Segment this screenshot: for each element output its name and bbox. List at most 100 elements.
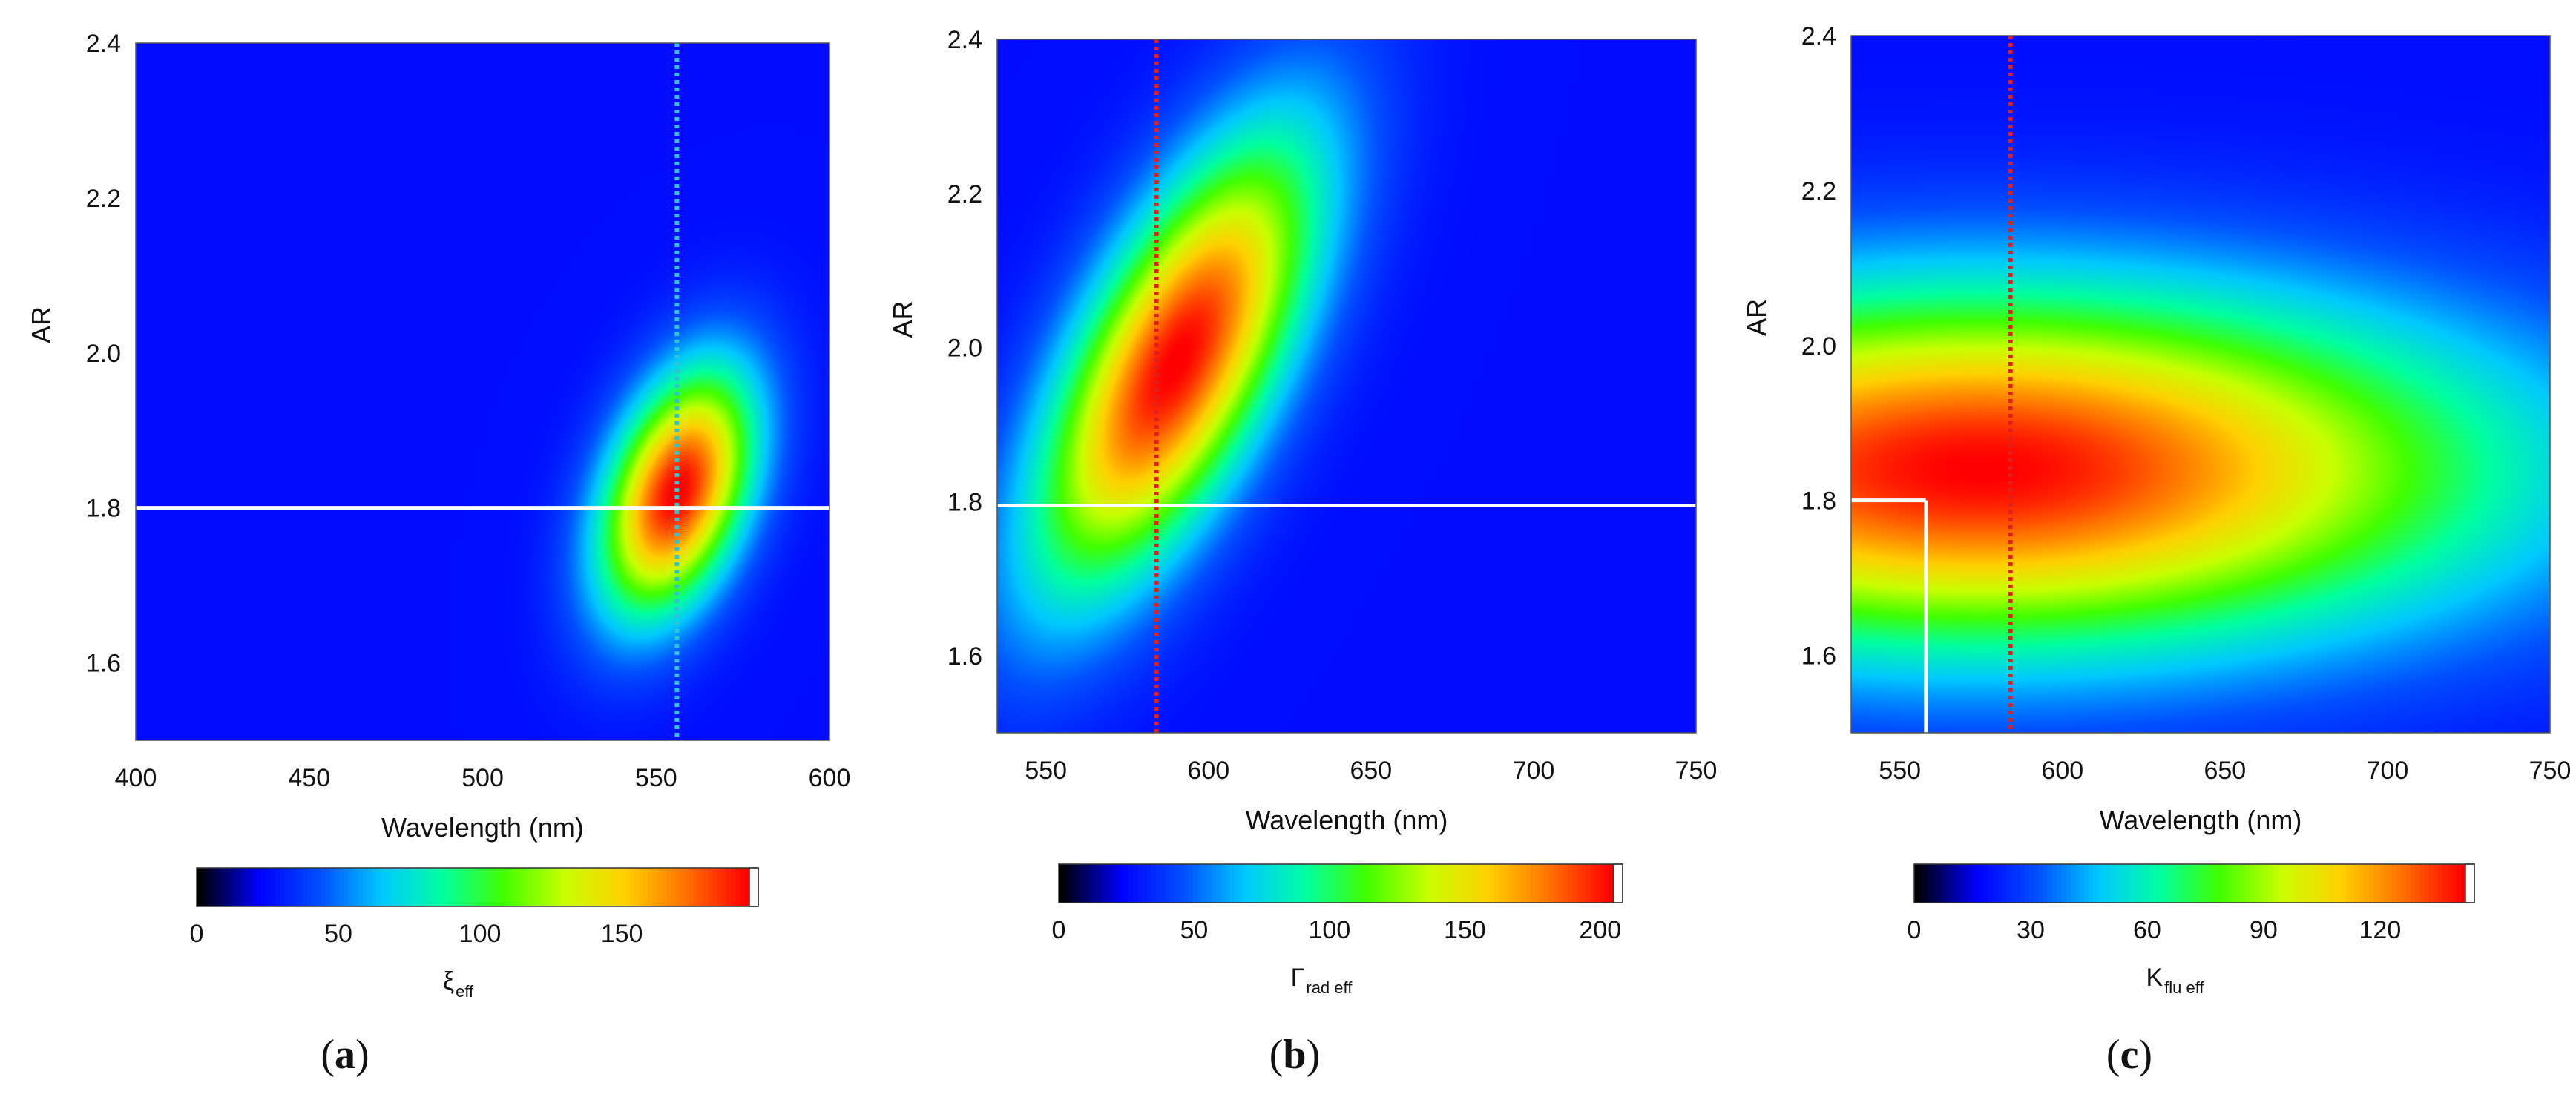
colorbar-swatch xyxy=(1308,864,1314,903)
colorbar-swatch xyxy=(2300,864,2306,903)
colorbar-swatch xyxy=(1378,864,1384,903)
colorbar-swatch xyxy=(330,868,336,906)
colorbar-swatch xyxy=(2125,864,2131,903)
colorbar-swatch xyxy=(1567,864,1573,903)
colorbar-tick-label: 100 xyxy=(1309,916,1351,944)
colorbar-swatch xyxy=(1387,864,1393,903)
y-tick-label: 2.2 xyxy=(1801,177,1836,205)
colorbar-swatch xyxy=(1160,864,1166,903)
x-tick-label: 550 xyxy=(1879,757,1921,785)
heatmap-image xyxy=(1851,36,2550,733)
colorbar-swatch xyxy=(505,868,510,906)
colorbar-swatch xyxy=(1919,864,1925,903)
colorbar-swatch xyxy=(579,868,585,906)
colorbar-tick-label: 150 xyxy=(1444,916,1486,944)
colorbar-swatch xyxy=(270,868,276,906)
colorbar-swatch xyxy=(394,868,400,906)
colorbar-tick-label: 0 xyxy=(1908,916,1922,944)
colorbar-swatch xyxy=(1923,864,1929,903)
colorbar-swatch xyxy=(2442,864,2448,903)
colorbar-swatch xyxy=(293,868,299,906)
colorbar-swatch xyxy=(565,868,571,906)
colorbar-swatch xyxy=(510,868,516,906)
colorbar-swatch xyxy=(2001,864,2007,903)
colorbar-swatch xyxy=(1077,864,1082,903)
colorbar-swatch xyxy=(2047,864,2053,903)
colorbar-swatch xyxy=(519,868,525,906)
colorbar-swatch xyxy=(2152,864,2158,903)
y-tick-label: 2.2 xyxy=(947,180,982,208)
colorbar-swatch xyxy=(2359,864,2365,903)
colorbar-swatch xyxy=(1091,864,1097,903)
colorbar-swatch xyxy=(1086,864,1092,903)
colorbar-swatch xyxy=(496,868,502,906)
colorbar-swatch xyxy=(2112,864,2117,903)
colorbar-swatch xyxy=(744,868,750,906)
colorbar-frame xyxy=(1058,863,1623,903)
colorbar-swatch xyxy=(1433,864,1439,903)
colorbar-swatch xyxy=(2332,864,2338,903)
colorbar-swatch xyxy=(1312,864,1318,903)
colorbar-swatch xyxy=(1169,864,1175,903)
colorbar-swatch xyxy=(445,868,451,906)
colorbar-swatch xyxy=(1571,864,1577,903)
colorbar-swatch xyxy=(431,868,437,906)
colorbar-swatch xyxy=(339,868,345,906)
colorbar-swatch xyxy=(1258,864,1264,903)
colorbar-swatch xyxy=(441,868,447,906)
colorbar-swatch xyxy=(1165,864,1171,903)
colorbar-swatch xyxy=(731,868,737,906)
colorbar-swatch xyxy=(1271,864,1277,903)
colorbar-swatch xyxy=(2171,864,2177,903)
colorbar-swatch xyxy=(712,868,718,906)
colorbar-swatch xyxy=(477,868,483,906)
colorbar-swatch xyxy=(2097,864,2103,903)
colorbar-swatch xyxy=(2277,864,2283,903)
panel-a: 400 450 500 550 6001.61.82.02.22.4Wavelength… xyxy=(26,30,850,1078)
colorbar-swatch xyxy=(1609,864,1614,903)
colorbar-swatch xyxy=(1299,864,1305,903)
colorbar-title: Γrad eff xyxy=(1291,964,1353,997)
y-tick-label: 2.0 xyxy=(947,335,982,363)
colorbar-swatch xyxy=(408,868,414,906)
x-tick-label: 550 xyxy=(635,764,677,792)
colorbar-swatch xyxy=(381,868,387,906)
colorbar-swatch xyxy=(717,868,723,906)
colorbar-swatch xyxy=(1197,864,1203,903)
colorbar-swatch xyxy=(252,868,257,906)
colorbar-swatch xyxy=(2185,864,2191,903)
colorbar-swatch xyxy=(2424,864,2430,903)
colorbar-swatch xyxy=(1281,864,1287,903)
colorbar-swatch xyxy=(1517,864,1522,903)
colorbar-swatch xyxy=(1304,864,1310,903)
colorbar-swatch xyxy=(740,868,746,906)
colorbar-swatch xyxy=(1581,864,1587,903)
colorbar-swatch xyxy=(1137,864,1143,903)
colorbar-swatch xyxy=(2107,864,2113,903)
colorbar-swatch xyxy=(1128,864,1134,903)
colorbar-tick-label: 200 xyxy=(1579,916,1621,944)
colorbar-swatch xyxy=(500,868,506,906)
colorbar-swatch xyxy=(206,868,211,906)
y-tick-label: 2.4 xyxy=(86,30,121,58)
colorbar-swatch xyxy=(1063,864,1069,903)
colorbar-swatch xyxy=(2433,864,2439,903)
colorbar-swatch xyxy=(680,868,686,906)
colorbar-swatch xyxy=(671,868,677,906)
plot-frame xyxy=(1850,35,2551,734)
colorbar-swatch xyxy=(1211,864,1217,903)
colorbar-swatch xyxy=(1082,864,1088,903)
colorbar-swatch xyxy=(418,868,424,906)
colorbar-swatch xyxy=(1345,864,1351,903)
colorbar-swatch xyxy=(2231,864,2237,903)
colorbar-swatch xyxy=(1959,864,1965,903)
colorbar-swatch xyxy=(1109,864,1115,903)
colorbar-swatch xyxy=(698,868,704,906)
colorbar-swatch xyxy=(1119,864,1125,903)
colorbar-swatch xyxy=(385,868,391,906)
colorbar-swatch xyxy=(2318,864,2324,903)
colorbar-swatch xyxy=(1493,864,1499,903)
colorbar-swatch xyxy=(2204,864,2209,903)
colorbar-swatch xyxy=(2194,864,2200,903)
colorbar-tick-label: 120 xyxy=(2359,916,2402,944)
